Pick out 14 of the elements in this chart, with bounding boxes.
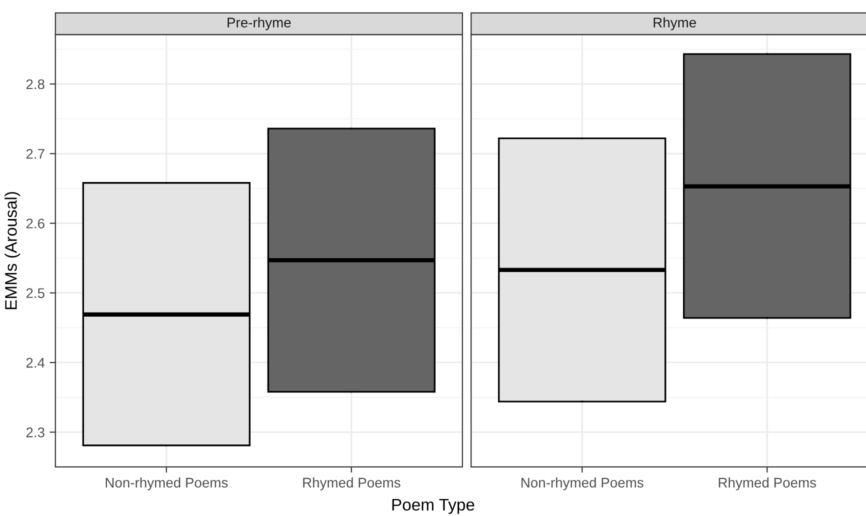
x-axis-title: Poem Type: [392, 499, 474, 514]
chart-title: Rhyme: [654, 17, 696, 30]
y-tick-label: 2.3: [26, 428, 44, 438]
y-axis-title: EMMs (Arousal): [4, 192, 20, 310]
x-tick-label: Non-rhymed Poems: [106, 477, 228, 490]
y-tick-label: 2.7: [26, 148, 44, 159]
y-tick-label: 2.5: [26, 288, 44, 298]
y-tick-label: 2.4: [26, 358, 45, 368]
y-tick-label: 2.8: [26, 79, 44, 90]
x-tick-label: Non-rhymed Poems: [522, 477, 644, 490]
chart-title: Pre-rhyme: [228, 17, 291, 30]
x-tick-label: Rhymed Poems: [718, 477, 816, 490]
x-tick-label: Rhymed Poems: [303, 477, 400, 490]
y-tick-label: 2.6: [26, 218, 44, 228]
